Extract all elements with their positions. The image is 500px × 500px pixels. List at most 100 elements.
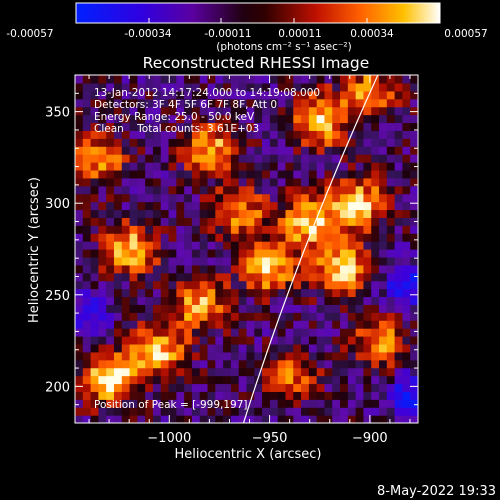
heatmap-cell <box>293 256 302 266</box>
heatmap-cell <box>199 288 209 298</box>
heatmap-cell <box>207 162 216 171</box>
heatmap-cell <box>386 383 396 392</box>
heatmap-cell <box>98 201 107 211</box>
heatmap-cell <box>379 264 388 274</box>
heatmap-cell <box>137 320 146 329</box>
heatmap-cell <box>254 130 263 139</box>
heatmap-cell <box>223 114 232 124</box>
heatmap-cell <box>98 312 107 321</box>
heatmap-cell <box>191 296 201 305</box>
heatmap-cell <box>340 367 349 377</box>
heatmap-cell <box>355 193 365 203</box>
heatmap-cell <box>106 256 115 266</box>
heatmap-cell <box>98 288 107 298</box>
heatmap-cell <box>301 241 310 250</box>
heatmap-cell <box>340 138 349 147</box>
heatmap-cell <box>277 264 287 274</box>
heatmap-cell <box>262 177 271 187</box>
heatmap-cell <box>269 154 279 163</box>
heatmap-cell <box>269 272 279 282</box>
heatmap-cell <box>262 98 271 108</box>
heatmap-cell <box>113 241 123 250</box>
heatmap-cell <box>402 90 411 100</box>
heatmap-cell <box>160 359 170 369</box>
heatmap-cell <box>285 249 294 258</box>
heatmap-cell <box>277 162 287 171</box>
heatmap-cell <box>137 138 146 147</box>
heatmap-cell <box>355 312 365 321</box>
heatmap-cell <box>277 130 287 139</box>
heatmap-cell <box>355 75 365 84</box>
heatmap-cell <box>386 177 396 187</box>
heatmap-cell <box>137 233 146 242</box>
heatmap-cell <box>168 75 177 84</box>
heatmap-cell <box>152 296 162 305</box>
heatmap-cell <box>285 343 294 353</box>
heatmap-cell <box>340 391 349 400</box>
heatmap-cell <box>137 106 146 116</box>
heatmap-cell <box>301 209 310 218</box>
heatmap-cell <box>137 256 146 266</box>
heatmap-cell <box>145 98 154 108</box>
heatmap-cell <box>121 90 131 100</box>
heatmap-cell <box>355 264 365 274</box>
heatmap-cell <box>230 367 240 377</box>
heatmap-cell <box>121 375 131 385</box>
heatmap-cell <box>168 122 177 131</box>
heatmap-cell <box>113 249 123 258</box>
heatmap-cell <box>137 407 146 416</box>
heatmap-cell <box>308 217 318 226</box>
heatmap-cell <box>238 201 248 211</box>
heatmap-cell <box>82 336 92 345</box>
heatmap-cell <box>168 162 177 171</box>
heatmap-cell <box>168 296 177 305</box>
heatmap-cell <box>145 146 154 155</box>
heatmap-cell <box>160 233 170 242</box>
heatmap-cell <box>394 241 404 250</box>
heatmap-cell <box>137 209 146 218</box>
heatmap-cell <box>176 154 185 163</box>
heatmap-cell <box>402 256 411 266</box>
heatmap-cell <box>340 114 349 124</box>
heatmap-cell <box>215 225 224 234</box>
heatmap-cell <box>246 169 255 179</box>
heatmap-cell <box>402 272 411 282</box>
heatmap-cell <box>386 375 396 385</box>
heatmap-cell <box>215 351 224 361</box>
heatmap-cell <box>371 351 380 361</box>
heatmap-cell <box>223 98 232 108</box>
heatmap-cell <box>160 217 170 226</box>
heatmap-cell <box>176 75 185 84</box>
heatmap-cell <box>98 146 107 155</box>
heatmap-cell <box>347 304 357 313</box>
heatmap-cell <box>176 280 185 290</box>
heatmap-cell <box>363 328 372 337</box>
heatmap-cell <box>301 304 310 313</box>
heatmap-cell <box>199 114 209 124</box>
heatmap-cell <box>301 130 310 139</box>
heatmap-cell <box>230 391 240 400</box>
heatmap-cell <box>301 264 310 274</box>
heatmap-cell <box>386 264 396 274</box>
heatmap-cell <box>207 114 216 124</box>
heatmap-cell <box>168 201 177 211</box>
heatmap-cell <box>82 391 92 400</box>
heatmap-cell <box>160 312 170 321</box>
heatmap-cell <box>324 304 333 313</box>
heatmap-cell <box>199 351 209 361</box>
heatmap-cell <box>113 288 123 298</box>
heatmap-cell <box>184 201 193 211</box>
heatmap-cell <box>371 185 380 195</box>
heatmap-cell <box>82 82 92 92</box>
heatmap-cell <box>184 407 193 416</box>
heatmap-cell <box>355 201 365 211</box>
heatmap-cell <box>269 375 279 385</box>
colorbar-tick-label: 0.00057 <box>444 28 487 40</box>
heatmap-cell <box>106 399 115 408</box>
heatmap-cell <box>184 256 193 266</box>
heatmap-cell <box>347 391 357 400</box>
heatmap-cell <box>82 185 92 195</box>
heatmap-cell <box>293 375 302 385</box>
heatmap-cell <box>121 415 131 423</box>
heatmap-cell <box>246 415 255 423</box>
